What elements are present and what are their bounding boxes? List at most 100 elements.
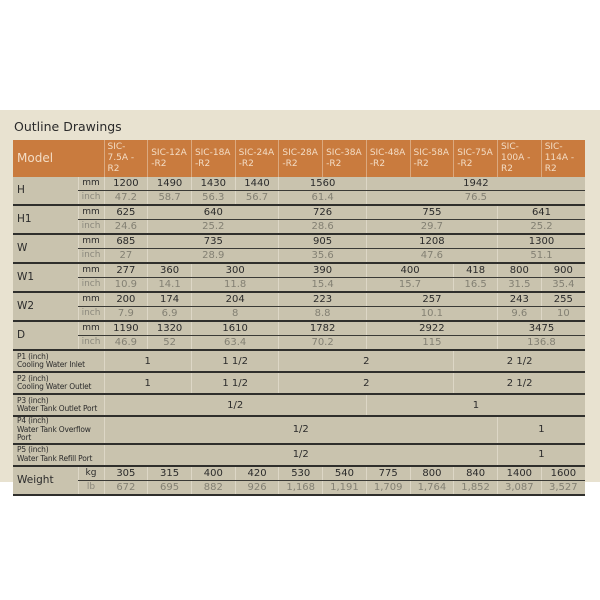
port-name: P4 (inch) — [17, 416, 49, 425]
cell-value: 1560 — [278, 177, 367, 191]
cell-value: 6.9 — [147, 306, 192, 322]
table-row-h-inch: inch 47.2 58.7 56.3 56.7 61.4 76.5 — [13, 190, 585, 206]
cell-value: 2922 — [365, 321, 498, 336]
cell-value: 2 1/2 — [453, 372, 585, 395]
cell-value: 400 — [190, 465, 236, 481]
model-header-cell: SIC-28A -R2 — [278, 140, 323, 177]
table-row-weight-kg: Weight kg 305 315 400 420 530 540 775 800 840 1400 1… — [13, 465, 585, 496]
table-row-h1-inch: inch 24.6 25.2 28.6 29.7 25.2 — [13, 219, 585, 235]
cell-value: 29.7 — [365, 219, 498, 235]
cell-value: 800 — [409, 465, 454, 481]
table-row-d-inch: inch 46.9 52 63.4 70.2 115 136.8 — [13, 335, 585, 351]
cell-value: 775 — [365, 465, 411, 481]
cell-value: 76.5 — [365, 190, 585, 206]
cell-value: 1782 — [278, 321, 367, 336]
cell-value: 1,852 — [453, 480, 498, 496]
cell-value: 28.9 — [147, 248, 279, 264]
cell-value: 2 — [278, 372, 454, 395]
cell-value: 1,191 — [322, 480, 367, 496]
cell-value: 418 — [453, 263, 498, 278]
cell-value: 1 1/2 — [190, 350, 279, 373]
cell-value: 735 — [147, 234, 279, 249]
cell-value: 2 1/2 — [453, 350, 585, 373]
cell-value: 1610 — [190, 321, 279, 336]
cell-value: 840 — [453, 465, 498, 481]
cell-value: 1200 — [103, 177, 148, 191]
cell-value: 1 — [103, 350, 192, 373]
cell-value: 800 — [496, 263, 542, 278]
unit-label: inch — [77, 219, 104, 235]
cell-value: 1 1/2 — [190, 372, 279, 395]
cell-value: 277 — [103, 263, 148, 278]
cell-value: 28.6 — [278, 219, 367, 235]
port-name: P3 (inch) — [17, 395, 49, 405]
cell-value: 223 — [278, 292, 367, 307]
cell-value: 25.2 — [147, 219, 279, 235]
port-name: P2 (inch) — [17, 373, 49, 383]
unit-label: kg — [77, 465, 104, 481]
table-row-w2-mm: W2 mm 200 174 204 223 257 243 255 — [13, 292, 585, 322]
cell-value: 641 — [496, 205, 585, 220]
cell-value: 56.7 — [234, 190, 279, 206]
cell-value: 14.1 — [147, 277, 192, 293]
cell-value: 10 — [540, 306, 585, 322]
table-row-port: P4 (inch) Water Tank Overflow Port 1/2 1 — [13, 416, 585, 445]
cell-value: 15.7 — [365, 277, 454, 293]
cell-value: 1 — [103, 372, 192, 395]
cell-value: 672 — [103, 480, 148, 496]
model-header-cell: SIC-114A -R2 — [540, 140, 585, 177]
cell-value: 1208 — [365, 234, 498, 249]
table-row-weight-lb: lb 672 695 882 926 1,168 1,191 1,709 1,764 1,852 3… — [13, 480, 585, 496]
cell-value: 1320 — [147, 321, 192, 336]
table-row-w1-inch: inch 10.9 14.1 11.8 15.4 15.7 16.5 31.5 35.4 — [13, 277, 585, 293]
row-label: P3 (inch) Water Tank Outlet Port — [13, 394, 104, 417]
section-title: Outline Drawings — [14, 119, 122, 134]
cell-value: 420 — [234, 465, 279, 481]
cell-value: 15.4 — [278, 277, 367, 293]
model-name: SIC-48A -R2 — [369, 147, 406, 169]
row-label: Weight — [13, 465, 78, 496]
cell-value: 24.6 — [103, 219, 148, 235]
cell-value: 8.8 — [278, 306, 367, 322]
port-description: Water Tank Refill Port — [17, 453, 93, 463]
cell-value: 360 — [147, 263, 192, 278]
cell-value: 8 — [190, 306, 279, 322]
port-description: Water Tank Overflow Port — [17, 424, 91, 442]
table-row-w-inch: inch 27 28.9 35.6 47.6 51.1 — [13, 248, 585, 264]
row-label: P4 (inch) Water Tank Overflow Port — [13, 416, 104, 445]
model-header-cell: SIC-24A -R2 — [234, 140, 279, 177]
cell-value: 10.1 — [365, 306, 498, 322]
model-name: SIC-38A -R2 — [326, 147, 362, 169]
cell-value: 35.6 — [278, 248, 367, 264]
unit-label: mm — [77, 263, 104, 278]
cell-value: 1300 — [496, 234, 585, 249]
model-name: SIC-114A -R2 — [544, 142, 575, 174]
model-header-cell: SIC-75A -R2 — [453, 140, 498, 177]
cell-value: 390 — [278, 263, 367, 278]
table-row-w2-inch: inch 7.9 6.9 8 8.8 10.1 9.6 10 — [13, 306, 585, 322]
unit-label: inch — [77, 277, 104, 293]
model-header-cell: SIC-12A -R2 — [147, 140, 192, 177]
cell-value: 115 — [365, 335, 498, 351]
cell-value: 2 — [278, 350, 454, 373]
port-name: P5 (inch) — [17, 445, 49, 454]
port-description: Cooling Water Outlet — [17, 382, 92, 391]
unit-label: mm — [77, 292, 104, 307]
cell-value: 255 — [540, 292, 585, 307]
cell-value: 755 — [365, 205, 498, 220]
unit-label: mm — [77, 177, 104, 191]
unit-label: mm — [77, 321, 104, 336]
cell-value: 35.4 — [540, 277, 585, 293]
row-label: D — [13, 321, 78, 351]
cell-value: 27 — [103, 248, 148, 264]
row-label: P1 (inch) Cooling Water Inlet — [13, 350, 104, 373]
cell-value: 1 — [365, 394, 585, 417]
cell-value: 257 — [365, 292, 498, 307]
cell-value: 52 — [147, 335, 192, 351]
row-label: W1 — [13, 263, 78, 293]
cell-value: 400 — [365, 263, 454, 278]
cell-value: 204 — [190, 292, 279, 307]
model-name: SIC-100A -R2 — [500, 142, 531, 174]
